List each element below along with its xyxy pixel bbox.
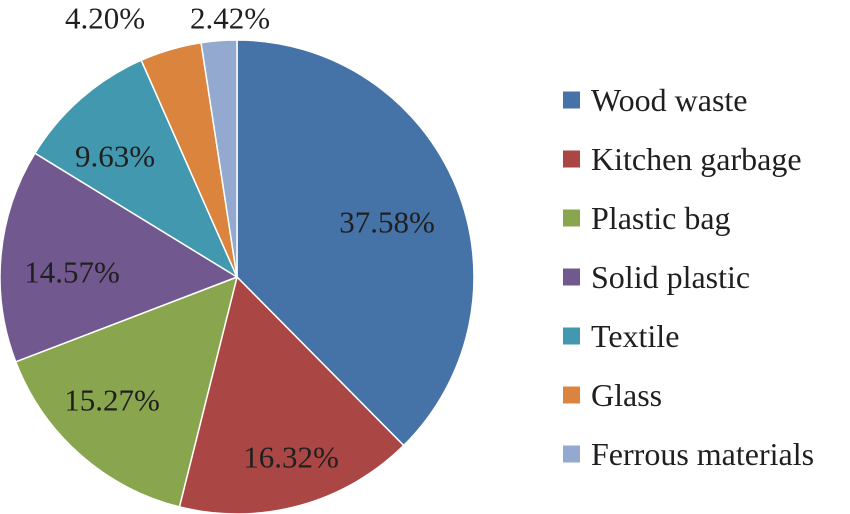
legend: Wood waste Kitchen garbage Plastic bag Soli…: [563, 82, 814, 472]
legend-swatch-ferrous-materials: [563, 445, 580, 463]
value-label-plastic-bag: 15.27%: [64, 383, 160, 418]
legend-swatch-solid-plastic: [563, 268, 580, 286]
legend-label-kitchen-garbage: Kitchen garbage: [591, 141, 802, 177]
legend-label-ferrous-materials: Ferrous materials: [591, 436, 814, 472]
pie-slice-ferrous-materials: [200, 39, 238, 278]
legend-swatch-textile: [563, 327, 580, 345]
value-label-ferrous-materials: 2.42%: [190, 1, 270, 36]
pie-slice-textile: [33, 59, 239, 279]
value-label-textile: 9.63%: [75, 139, 155, 174]
legend-swatch-kitchen-garbage: [563, 150, 580, 168]
value-label-kitchen-garbage: 16.32%: [243, 440, 339, 475]
legend-swatch-plastic-bag: [563, 209, 580, 227]
legend-label-glass: Glass: [591, 377, 662, 413]
value-label-glass: 4.20%: [65, 1, 145, 36]
pie-slice-wood-waste: [236, 39, 475, 447]
pie-slice-plastic-bag: [14, 275, 239, 508]
legend-swatch-glass: [563, 386, 580, 404]
value-label-solid-plastic: 14.57%: [24, 255, 120, 290]
legend-label-wood-waste: Wood waste: [591, 82, 748, 118]
legend-swatch-wood-waste: [563, 91, 580, 109]
value-label-wood-waste: 37.58%: [339, 205, 435, 240]
legend-label-textile: Textile: [591, 318, 679, 354]
pie-value-labels: 37.58% 16.32% 15.27% 14.57% 9.63% 4.20% 2.42%: [24, 1, 435, 475]
pie-slice-kitchen-garbage: [178, 275, 405, 514]
legend-label-solid-plastic: Solid plastic: [591, 259, 750, 295]
pie-slices: [0, 39, 475, 514]
legend-label-plastic-bag: Plastic bag: [591, 200, 731, 236]
pie-slice-solid-plastic: [0, 152, 239, 363]
